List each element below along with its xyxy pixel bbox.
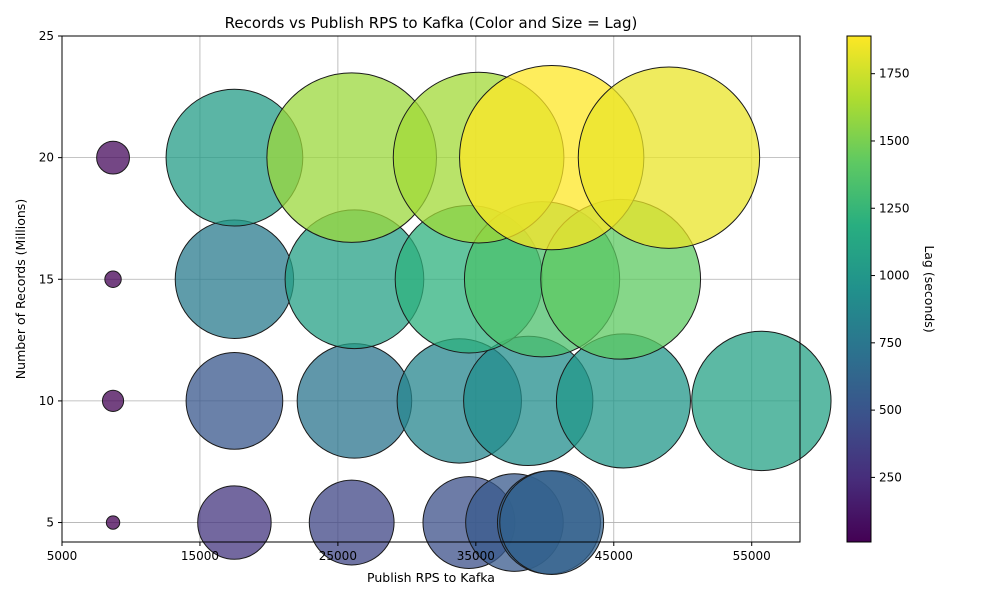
colorbar-ticks: 250 500 750 1000 1250 1500 1750 (871, 67, 910, 484)
bubble-point (296, 343, 413, 459)
x-tick-label: 35000 (457, 549, 495, 563)
y-tick-label: 10 (39, 394, 54, 408)
colorbar-tick-label: 250 (879, 470, 902, 484)
y-tick-label: 25 (39, 29, 54, 43)
bubble-series (96, 64, 832, 575)
bubble-point (577, 66, 761, 249)
y-tick-label: 20 (39, 151, 54, 165)
bubble-point (308, 479, 395, 566)
y-axis-ticks: 5 10 15 20 25 (39, 29, 62, 530)
colorbar-label: Lag (seconds) (922, 245, 937, 332)
bubble-point (499, 470, 605, 575)
colorbar-tick-label: 1000 (879, 269, 910, 283)
x-tick-label: 15000 (181, 549, 219, 563)
bubble-point (197, 485, 272, 560)
plot-frame (61, 35, 801, 543)
chart-title: Records vs Publish RPS to Kafka (Color a… (225, 14, 638, 32)
x-tick-label: 25000 (319, 549, 357, 563)
colorbar-tick-label: 500 (879, 403, 902, 417)
x-tick-label: 45000 (595, 549, 633, 563)
bubble-point (96, 140, 130, 175)
bubble-point (104, 270, 122, 288)
colorbar-tick-label: 1500 (879, 134, 910, 148)
x-tick-label: 55000 (733, 549, 771, 563)
y-axis-label: Number of Records (Millions) (13, 199, 28, 379)
bubble-point (101, 389, 125, 413)
bubble-point (105, 515, 121, 530)
x-tick-label: 5000 (47, 549, 78, 563)
x-axis-ticks: 5000 15000 25000 35000 45000 55000 (47, 542, 771, 563)
x-axis-label: Publish RPS to Kafka (367, 570, 495, 585)
colorbar: 250 500 750 1000 1250 1500 1750 Lag (seconds) (846, 35, 937, 543)
y-tick-label: 5 (46, 516, 54, 530)
bubble-point (691, 330, 832, 472)
colorbar-tick-label: 1250 (879, 201, 910, 215)
colorbar-tick-label: 750 (879, 336, 902, 350)
colorbar-gradient (846, 35, 872, 543)
y-tick-label: 15 (39, 272, 54, 286)
bubble-point (185, 352, 284, 450)
colorbar-tick-label: 1750 (879, 67, 910, 81)
bubble-point (174, 219, 295, 339)
